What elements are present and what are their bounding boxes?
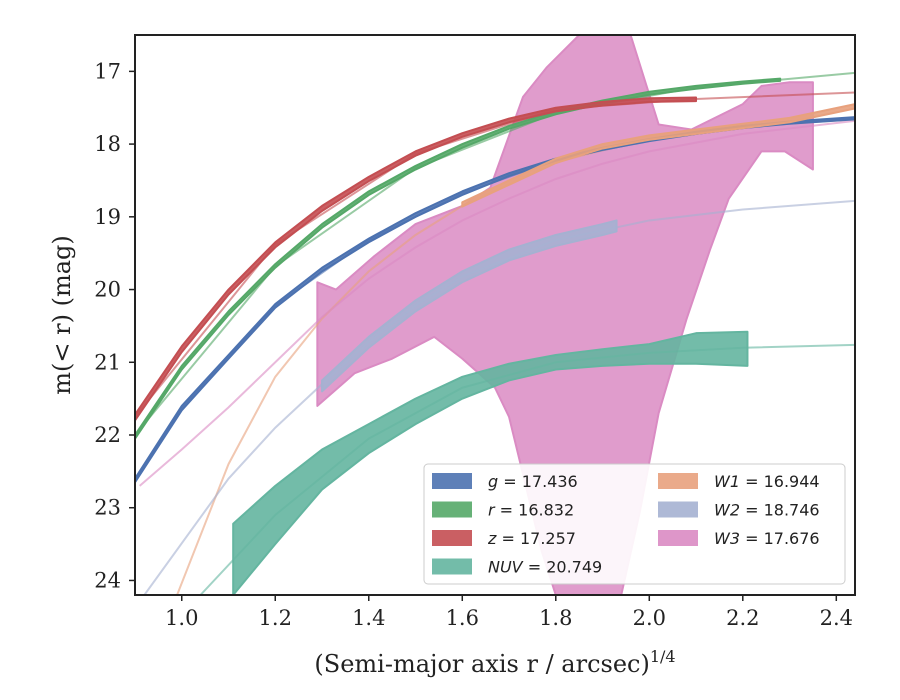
model-curve-z (135, 91, 855, 418)
x-axis-title-label: (Semi-major axis r / arcsec) (314, 650, 649, 678)
x-axis-title: (Semi-major axis r / arcsec)1/4 (314, 647, 675, 678)
y-axis: 17 18 19 20 21 22 23 24 (94, 59, 135, 592)
y-tick-label: 18 (94, 132, 121, 156)
legend-label-w2: W2 = 18.746 (714, 501, 820, 520)
band-w2 (321, 219, 618, 393)
legend-swatch-w1 (658, 473, 698, 489)
legend-band-name: W1 (714, 472, 740, 491)
legend-label-g: g = 17.436 (488, 472, 578, 491)
x-tick-label: 1.4 (352, 606, 385, 630)
legend-band-value: = 18.746 (740, 501, 820, 520)
legend-label-w3: W3 = 17.676 (714, 529, 820, 548)
legend-label-w1: W1 = 16.944 (714, 472, 820, 491)
legend-label-r: r = 16.832 (488, 501, 574, 520)
legend-band-value: = 16.944 (740, 472, 820, 491)
y-tick-label: 21 (94, 350, 121, 374)
x-tick-label: 1.2 (259, 606, 292, 630)
x-tick-label: 1.6 (446, 606, 479, 630)
x-tick-label: 1.0 (165, 606, 198, 630)
band-w1 (461, 103, 855, 208)
band-g (135, 116, 855, 484)
x-tick-label: 1.8 (539, 606, 572, 630)
legend-band-name: W3 (714, 529, 740, 548)
y-tick-label: 23 (94, 496, 121, 520)
legend-band-value: = 17.257 (496, 529, 576, 548)
y-tick-label: 24 (94, 568, 121, 592)
legend-label-z: z = 17.257 (487, 529, 576, 548)
y-tick-label: 19 (94, 205, 121, 229)
model-curve-layer (135, 71, 855, 595)
model-curve-w3 (139, 119, 855, 487)
y-axis-title: m(< r) (mag) (48, 235, 76, 394)
y-tick-label: 17 (94, 59, 121, 83)
legend-band-name: NUV (488, 558, 524, 577)
legend-swatch-w3 (658, 530, 698, 546)
x-tick-label: 2.0 (633, 606, 666, 630)
legend-frame (423, 463, 846, 585)
band-r (135, 77, 782, 440)
legend-band-name: g (488, 472, 498, 491)
legend-band-name: W2 (714, 501, 740, 520)
legend-swatch-w2 (658, 501, 698, 518)
legend-swatch-nuv (432, 558, 472, 575)
x-axis: 1.0 1.2 1.4 1.6 1.8 2.0 2.2 2.4 (165, 595, 853, 630)
y-tick-label: 20 (94, 278, 121, 302)
y-tick-label: 22 (94, 423, 121, 447)
legend-swatch-z (432, 530, 472, 546)
x-axis-title-exponent: 1/4 (650, 647, 676, 666)
legend-band-value: = 20.749 (523, 558, 603, 577)
x-tick-label: 2.2 (726, 606, 759, 630)
legend-swatch-g (432, 473, 472, 489)
band-nuv (232, 330, 749, 595)
plot-frame (134, 34, 856, 596)
band-z (135, 96, 698, 422)
legend-swatch-r (432, 501, 472, 518)
legend-band-name: r (488, 501, 496, 520)
legend-label-nuv: NUV = 20.749 (488, 558, 602, 577)
legend-band-name: z (487, 529, 497, 548)
legend-band-value: = 17.676 (740, 529, 820, 548)
legend-band-value: = 16.832 (495, 501, 575, 520)
legend-band-value: = 17.436 (498, 472, 578, 491)
x-tick-label: 2.4 (820, 606, 853, 630)
